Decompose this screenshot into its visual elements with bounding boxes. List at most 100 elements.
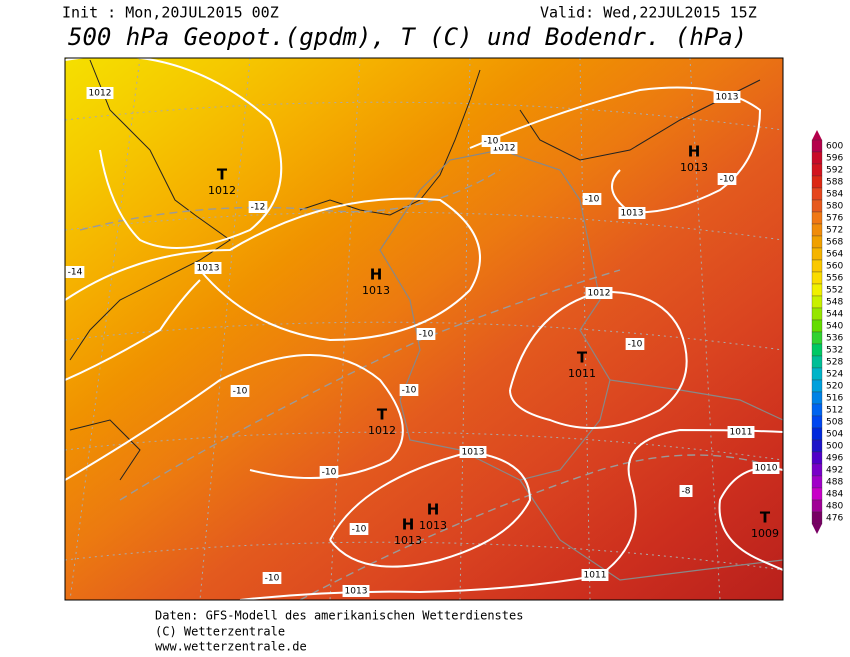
legend-value: 592 bbox=[826, 166, 843, 176]
legend-value: 520 bbox=[826, 382, 843, 392]
legend-value: 588 bbox=[826, 178, 843, 188]
isobar-label: 1013 bbox=[197, 264, 220, 274]
legend-value: 584 bbox=[826, 190, 843, 200]
temperature-label-box bbox=[319, 466, 339, 478]
grid bbox=[65, 58, 783, 600]
footer-copyright: (C) Wetterzentrale bbox=[155, 625, 285, 639]
temperature-label: -8 bbox=[682, 487, 691, 497]
isobar-label-box bbox=[727, 426, 755, 438]
legend-value: 600 bbox=[826, 142, 843, 152]
temperature-label-box bbox=[717, 173, 737, 185]
isobar-label-box bbox=[713, 91, 741, 103]
center-symbol: H bbox=[427, 501, 440, 519]
legend-swatch bbox=[811, 391, 823, 405]
isobar-label: 1010 bbox=[755, 464, 778, 474]
legend-value: 516 bbox=[826, 394, 843, 404]
center-symbol: T bbox=[760, 509, 771, 527]
legend-value: 544 bbox=[826, 310, 843, 320]
legend-value: 484 bbox=[826, 490, 843, 500]
temperature-label-box bbox=[481, 135, 501, 147]
legend-swatch bbox=[811, 487, 823, 501]
temperature-label-box bbox=[248, 201, 268, 213]
legend-value: 528 bbox=[826, 358, 843, 368]
temperature-label-box bbox=[65, 266, 85, 278]
temperature-label-box bbox=[399, 384, 419, 396]
isobar-label: 1011 bbox=[730, 428, 753, 438]
isobars bbox=[65, 58, 783, 600]
isobar-label-box bbox=[585, 287, 613, 299]
isobar-label: 1012 bbox=[493, 144, 516, 154]
temperature-label: -10 bbox=[402, 386, 417, 396]
center-pressure: 1011 bbox=[568, 367, 596, 380]
center-pressure: 1013 bbox=[394, 534, 422, 547]
center-pressure: 1009 bbox=[751, 527, 779, 540]
legend-swatch bbox=[811, 139, 823, 153]
footer-url: www.wetterzentrale.de bbox=[155, 640, 307, 654]
legend-swatch bbox=[811, 403, 823, 417]
footer-source: Daten: GFS-Modell des amerikanischen Wet… bbox=[155, 609, 523, 623]
legend-value: 496 bbox=[826, 454, 843, 464]
legend-swatch bbox=[811, 151, 823, 165]
legend-swatch bbox=[811, 199, 823, 213]
center-pressure: 1013 bbox=[362, 284, 390, 297]
legend-swatch bbox=[811, 415, 823, 429]
legend-swatch bbox=[811, 355, 823, 369]
legend-value: 580 bbox=[826, 202, 843, 212]
legend-swatch bbox=[811, 247, 823, 261]
legend-swatch bbox=[811, 427, 823, 441]
center-symbol: T bbox=[377, 406, 388, 424]
legend-value: 532 bbox=[826, 346, 843, 356]
map-title: 500 hPa Geopot.(gpdm), T (C) und Bodendr… bbox=[68, 23, 747, 51]
isobar-label-box bbox=[618, 207, 646, 219]
isobar-label-box bbox=[342, 585, 370, 597]
legend-value: 560 bbox=[826, 262, 843, 272]
borders bbox=[379, 149, 783, 581]
temperature-label: -10 bbox=[419, 330, 434, 340]
legend-swatch bbox=[811, 235, 823, 249]
legend-value: 492 bbox=[826, 466, 843, 476]
temperature-label-box bbox=[582, 193, 602, 205]
isobar-label: 1013 bbox=[621, 209, 644, 219]
legend-value: 536 bbox=[826, 334, 843, 344]
legend-swatch bbox=[811, 163, 823, 177]
legend-swatch bbox=[811, 379, 823, 393]
legend-swatch bbox=[811, 367, 823, 381]
legend-swatch bbox=[811, 223, 823, 237]
legend-swatch bbox=[811, 439, 823, 453]
legend-swatch bbox=[811, 295, 823, 309]
legend-value: 564 bbox=[826, 250, 843, 260]
center-symbol: H bbox=[688, 143, 701, 161]
legend-value: 488 bbox=[826, 478, 843, 488]
map-area: T1012H1013T1012T1011H1013H1013H1013T1009… bbox=[65, 58, 783, 600]
legend-value: 476 bbox=[826, 514, 843, 524]
legend-value: 568 bbox=[826, 238, 843, 248]
legend-value: 524 bbox=[826, 370, 843, 380]
map-frame bbox=[64, 57, 784, 601]
center-symbol: T bbox=[577, 349, 588, 367]
legend-swatch bbox=[811, 499, 823, 513]
legend-swatch bbox=[811, 283, 823, 297]
legend-value: 548 bbox=[826, 298, 843, 308]
center-symbol: H bbox=[370, 266, 383, 284]
temperature-label-box bbox=[416, 328, 436, 340]
temperature-label: -10 bbox=[233, 387, 248, 397]
temperature-label-box bbox=[349, 523, 369, 535]
center-pressure: 1012 bbox=[368, 424, 396, 437]
legend-value: 576 bbox=[826, 214, 843, 224]
legend-swatch bbox=[811, 331, 823, 345]
isobar-label: 1011 bbox=[584, 571, 607, 581]
legend-swatch bbox=[811, 271, 823, 285]
legend-value: 552 bbox=[826, 286, 843, 296]
isobar-label: 1012 bbox=[588, 289, 611, 299]
temperature-label: -12 bbox=[251, 203, 266, 213]
center-symbol: H bbox=[402, 516, 415, 534]
legend-value: 556 bbox=[826, 274, 843, 284]
legend-swatch bbox=[811, 211, 823, 225]
temperature-label: -10 bbox=[628, 340, 643, 350]
isobar-label-box bbox=[86, 87, 114, 99]
temperature-label: -10 bbox=[720, 175, 735, 185]
legend-swatch bbox=[811, 463, 823, 477]
temperature-label: -10 bbox=[322, 468, 337, 478]
legend-swatch bbox=[811, 307, 823, 321]
temperature-label-box bbox=[625, 338, 645, 350]
